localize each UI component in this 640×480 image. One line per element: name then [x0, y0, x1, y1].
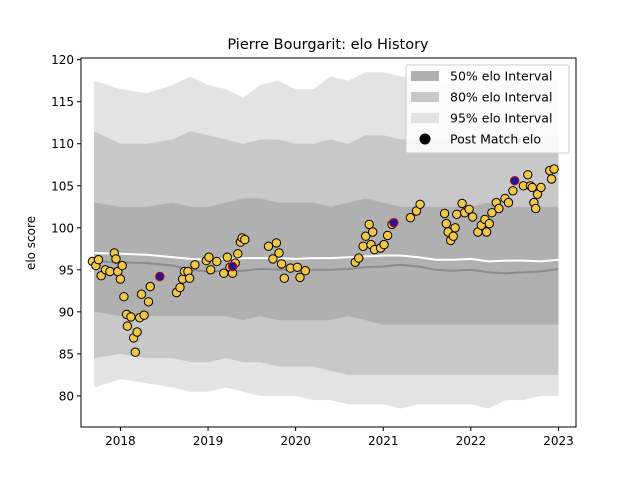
data-point	[240, 234, 250, 245]
data-point	[105, 266, 115, 277]
data-point	[467, 212, 478, 222]
y-tick-label: 90	[59, 305, 74, 319]
data-point	[145, 281, 155, 292]
highlighted-data-point	[389, 218, 399, 228]
data-point	[452, 209, 462, 220]
x-tick-label: 2020	[280, 434, 311, 448]
data-point	[132, 327, 142, 337]
legend-label: 50% elo Interval	[450, 69, 552, 84]
y-tick-label: 80	[59, 389, 74, 403]
data-point	[457, 198, 467, 209]
y-tick-label: 110	[51, 137, 74, 151]
data-point	[405, 213, 416, 223]
data-point	[268, 254, 278, 264]
x-tick-label: 2021	[368, 434, 399, 448]
y-tick-label: 115	[51, 95, 74, 109]
x-tick-label: 2022	[456, 434, 487, 448]
data-point	[487, 208, 497, 218]
data-point	[122, 321, 133, 331]
data-point	[143, 297, 154, 307]
data-point	[212, 256, 222, 267]
x-tick-label: 2018	[105, 434, 136, 448]
data-point	[292, 262, 303, 272]
data-point	[136, 289, 147, 299]
legend-label: 80% elo Interval	[450, 90, 552, 105]
data-point	[354, 253, 364, 263]
data-point	[263, 241, 274, 252]
data-point	[379, 239, 389, 250]
data-point	[190, 260, 200, 270]
data-point	[484, 218, 494, 229]
median-line	[94, 260, 559, 275]
data-point	[523, 170, 533, 180]
x-tick-label: 2019	[193, 434, 224, 448]
y-tick-label: 120	[51, 53, 74, 67]
y-tick-label: 105	[51, 179, 74, 193]
legend-label: Post Match elo	[450, 132, 541, 147]
plot-area	[87, 72, 559, 409]
data-point	[368, 227, 378, 237]
highlighted-data-point	[155, 271, 165, 282]
data-point	[508, 186, 518, 196]
band-50-interval	[94, 198, 559, 325]
data-point	[549, 164, 559, 174]
data-point	[271, 238, 282, 248]
data-point	[274, 248, 284, 258]
data-point	[295, 272, 305, 283]
data-point	[448, 231, 458, 241]
legend-box	[405, 64, 570, 154]
data-point	[175, 282, 185, 293]
data-point	[184, 273, 195, 283]
data-point	[441, 218, 451, 229]
axes-frame	[80, 57, 577, 428]
legend-swatch	[411, 71, 439, 81]
data-point	[222, 252, 233, 262]
legend-swatch	[411, 92, 439, 102]
data-point	[204, 252, 214, 262]
legend: 50% elo Interval 80% elo Interval 95% elo …	[405, 64, 570, 154]
legend-swatch	[411, 113, 439, 123]
data-point	[503, 197, 514, 208]
data-point	[531, 203, 541, 214]
data-point	[464, 204, 474, 215]
y-tick-label: 100	[51, 221, 74, 235]
data-point	[358, 241, 368, 252]
data-point	[233, 249, 243, 259]
data-point	[439, 208, 450, 219]
data-point	[130, 347, 141, 357]
data-point	[361, 231, 371, 241]
data-point	[536, 182, 546, 193]
data-point	[119, 292, 129, 302]
data-point	[117, 260, 127, 271]
data-point	[415, 199, 425, 210]
y-tick-label: 95	[59, 263, 74, 277]
data-point	[364, 219, 374, 230]
data-point	[115, 274, 126, 284]
data-point	[450, 223, 460, 233]
data-point	[300, 266, 310, 276]
data-point	[206, 265, 216, 275]
data-point	[139, 310, 149, 320]
data-point	[93, 255, 104, 265]
legend-marker	[419, 133, 431, 145]
data-point	[546, 174, 557, 184]
y-tick-label: 85	[59, 347, 74, 361]
highlighted-data-point	[510, 176, 520, 186]
y-axis-label: elo score	[24, 216, 38, 270]
mean-line	[94, 252, 559, 263]
data-point	[276, 259, 287, 269]
axes: 2018 2019 2020 2021 2022 2023 80 85 90 95 100 105 11…	[51, 53, 577, 448]
data-point	[494, 203, 504, 214]
data-point	[126, 312, 136, 322]
data-point	[279, 273, 289, 283]
data-point	[111, 254, 121, 264]
data-point	[481, 227, 492, 237]
highlighted-data-point	[227, 261, 238, 272]
chart-title: Pierre Bourgarit: elo History	[227, 37, 429, 53]
x-tick-label: 2023	[543, 434, 574, 448]
data-point	[382, 230, 393, 241]
legend-label: 95% elo Interval	[450, 111, 552, 126]
